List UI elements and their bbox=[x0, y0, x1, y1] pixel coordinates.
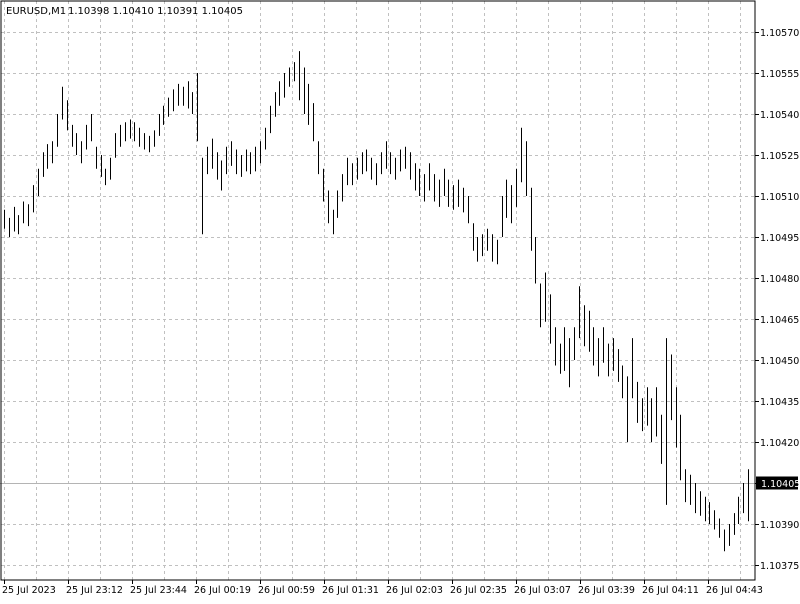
time-tick-label: 26 Jul 02:03 bbox=[386, 585, 443, 596]
price-tick-label: 1.10570 bbox=[760, 28, 799, 39]
price-tick-label: 1.10525 bbox=[760, 151, 799, 162]
price-tick-label: 1.10450 bbox=[760, 356, 799, 367]
price-tag-label: 1.10405 bbox=[761, 479, 800, 490]
time-axis[interactable]: 25 Jul 2023 25 Jul 23:12 25 Jul 23:44 26 Ju… bbox=[2, 580, 763, 596]
price-tick-label: 1.10495 bbox=[760, 233, 799, 244]
price-tick-label: 1.10435 bbox=[760, 397, 799, 408]
price-tick-label: 1.10375 bbox=[760, 561, 799, 572]
price-tick-label: 1.10510 bbox=[760, 192, 799, 203]
price-tick-label: 1.10420 bbox=[760, 438, 799, 449]
time-tick-label: 26 Jul 01:31 bbox=[322, 585, 379, 596]
ohlc-readout: 1.10398 1.10410 1.10391 1.10405 bbox=[68, 6, 243, 17]
time-tick-label: 25 Jul 2023 bbox=[2, 585, 56, 596]
time-tick-label: 26 Jul 04:43 bbox=[706, 585, 763, 596]
time-tick-label: 26 Jul 00:19 bbox=[194, 585, 251, 596]
price-tag-background bbox=[756, 476, 798, 490]
time-tick-label: 25 Jul 23:44 bbox=[130, 585, 187, 596]
time-tick-label: 26 Jul 00:59 bbox=[258, 585, 315, 596]
price-tick-label: 1.10390 bbox=[760, 520, 799, 531]
time-tick-label: 26 Jul 04:11 bbox=[642, 585, 699, 596]
price-tick-label: 1.10540 bbox=[760, 110, 799, 121]
ohlc-bars bbox=[4, 51, 749, 552]
time-tick-label: 26 Jul 03:07 bbox=[514, 585, 571, 596]
price-tick-label: 1.10555 bbox=[760, 69, 799, 80]
plot-frame bbox=[0, 0, 756, 581]
time-tick-label: 26 Jul 02:35 bbox=[450, 585, 507, 596]
price-tag: 1.10405 bbox=[756, 476, 800, 490]
time-tick-label: 26 Jul 03:39 bbox=[578, 585, 635, 596]
price-tick-label: 1.10465 bbox=[760, 315, 799, 326]
symbol-label: EURUSD,M1 bbox=[6, 6, 66, 17]
price-tick-label: 1.10480 bbox=[760, 274, 799, 285]
time-tick-label: 25 Jul 23:12 bbox=[66, 585, 123, 596]
